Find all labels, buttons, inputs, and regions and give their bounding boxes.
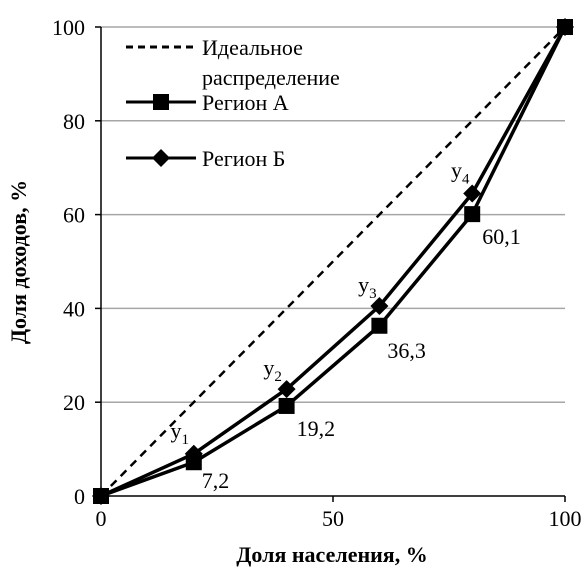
point-region-b-0	[92, 487, 110, 505]
point-label-y4-subscript: 4	[462, 171, 470, 187]
x-tick-label-50: 50	[322, 506, 344, 531]
point-label-y3-base: y	[358, 272, 369, 297]
point-region-b-3	[370, 297, 389, 316]
point-label-y1: y1	[171, 418, 190, 448]
legend-ideal-label-1: Идеальное	[202, 35, 303, 60]
series-line-1	[100, 26, 567, 498]
point-region-b-2	[277, 380, 296, 399]
point-region-b-1	[184, 444, 203, 463]
legend-region-b-marker	[152, 149, 170, 167]
legend-region-a-label: Регион А	[202, 90, 289, 115]
grid	[101, 26, 565, 403]
point-label-y2: y2	[263, 355, 282, 385]
value-label-region-a-3: 36,3	[387, 338, 426, 363]
y-tick-label-60: 60	[63, 203, 85, 228]
legend-ideal-label-2: распределение	[202, 65, 340, 90]
point-label-y3: y3	[358, 272, 377, 302]
value-label-region-a-1: 7,2	[202, 468, 230, 493]
point-label-y1-subscript: 1	[182, 432, 190, 448]
legend: Идеальное распределение Регион А Регион …	[126, 35, 340, 171]
point-label-y4: y4	[451, 157, 470, 187]
point-label-y2-base: y	[263, 355, 274, 380]
tick-labels: 0 20 40 60 80 100 0 50 100	[52, 15, 582, 531]
series-line-2	[100, 26, 567, 498]
legend-region-a-marker	[153, 94, 169, 110]
x-tick-label-0: 0	[96, 506, 107, 531]
y-tick-label-40: 40	[63, 296, 85, 321]
legend-region-b-label: Регион Б	[202, 146, 285, 171]
y-axis-title: Доля доходов, %	[6, 180, 31, 344]
series	[92, 18, 574, 505]
y-tick-label-20: 20	[63, 390, 85, 415]
point-region-b-4	[463, 184, 482, 203]
point-region-a-3	[371, 317, 388, 334]
series-line-0	[100, 26, 566, 497]
x-axis-title: Доля населения, %	[236, 542, 427, 567]
value-label-region-a-2: 19,2	[297, 416, 336, 441]
point-label-y2-subscript: 2	[274, 369, 282, 385]
y-tick-label-100: 100	[52, 15, 85, 40]
point-label-y4-base: y	[451, 157, 462, 182]
point-region-b-5	[556, 18, 574, 36]
value-label-region-a-4: 60,1	[482, 224, 521, 249]
point-label-y1-base: y	[171, 418, 182, 443]
point-region-a-4	[464, 206, 481, 223]
y-tick-label-0: 0	[74, 484, 85, 509]
point-region-a-2	[278, 397, 295, 414]
y-tick-label-80: 80	[63, 109, 85, 134]
point-label-y3-subscript: 3	[369, 286, 377, 302]
x-tick-label-100: 100	[549, 506, 582, 531]
